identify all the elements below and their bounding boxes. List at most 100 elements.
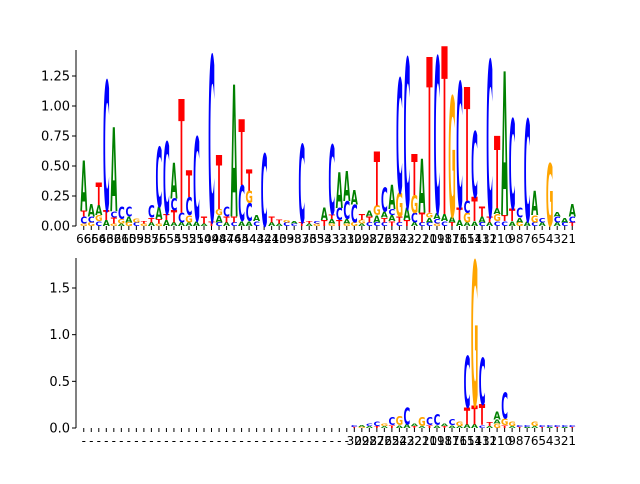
logo-letter-a: A	[321, 206, 329, 225]
logo-letter-t: T	[471, 400, 477, 431]
logo-letter-a: A	[125, 216, 132, 225]
logo-letter-t: T	[186, 166, 192, 207]
x-tick-label: 4	[546, 232, 554, 246]
logo-letter-t: T	[486, 421, 493, 427]
logo-letter-a: A	[178, 221, 185, 227]
x-tick-label: 12	[482, 232, 497, 246]
logo-letter-t: T	[501, 424, 508, 429]
logo-letter-t: T	[246, 166, 252, 200]
logo-letter-c: C	[539, 217, 546, 224]
x-tick-label: 54	[166, 232, 181, 246]
logo-letter-a: A	[223, 221, 230, 227]
logo-letter-a: A	[486, 221, 493, 227]
logo-letter-a: A	[403, 206, 411, 225]
logo-letter-c: C	[366, 221, 373, 227]
logo-letter-c: C	[531, 221, 538, 227]
logo-letter-c: C	[351, 201, 358, 229]
y-tick-label: 0.00	[41, 220, 70, 235]
x-tick-label: 33	[324, 232, 339, 246]
logo-letter-t: T	[81, 210, 87, 219]
x-tick-label: -	[224, 434, 228, 448]
logo-letter-t: T	[464, 57, 470, 239]
x-tick-label: 32	[332, 232, 347, 246]
logo-letter-a: A	[479, 216, 486, 225]
x-tick-label: -	[194, 434, 198, 448]
logo-letter-c: C	[133, 221, 140, 227]
logo-letter-c: C	[464, 342, 471, 425]
x-tick-label: 59	[129, 232, 144, 246]
logo-letter-g: G	[328, 223, 336, 227]
logo-letter-c: C	[479, 221, 486, 227]
logo-letter-a: A	[501, 32, 508, 262]
x-tick-label: 23	[399, 232, 414, 246]
logo-letter-a: A	[441, 213, 449, 224]
x-tick-label: 22	[407, 434, 422, 448]
logo-letter-c: C	[223, 204, 230, 220]
logo-letter-c: C	[516, 425, 523, 428]
logo-letter-g: G	[358, 219, 366, 225]
logo-letter-c: C	[351, 425, 358, 428]
logo-letter-t: T	[381, 217, 388, 224]
x-tick-label: 16	[452, 434, 467, 448]
logo-letter-t: T	[389, 424, 396, 429]
x-tick-label: 37	[294, 232, 309, 246]
logo-letter-a: A	[456, 219, 463, 228]
y-tick-label: 1.5	[49, 282, 70, 297]
logo-letter-a: A	[358, 425, 366, 428]
y-tick-label: 0.5	[49, 375, 70, 390]
logo-letter-a: A	[426, 217, 434, 224]
logo-letter-g: G	[448, 65, 456, 256]
logo-letter-t: T	[299, 221, 305, 227]
logo-letter-a: A	[561, 427, 569, 429]
logo-letter-g: G	[493, 213, 501, 224]
x-tick-label: 30	[347, 232, 362, 246]
x-tick-label: 3	[553, 232, 561, 246]
x-tick-label: 27	[369, 232, 384, 246]
logo-letter-a: A	[215, 214, 223, 225]
logo-letter-t: T	[141, 221, 148, 225]
logo-letter-c: C	[80, 215, 87, 226]
y-tick-label: 0.75	[41, 130, 70, 145]
x-tick-label: 52	[181, 232, 196, 246]
x-tick-label: 64	[91, 232, 106, 246]
x-tick-label: -	[164, 434, 168, 448]
logo-letter-c: C	[343, 198, 350, 226]
logo-letter-t: T	[569, 221, 575, 227]
logo-letter-t: T	[426, 424, 433, 429]
x-tick-label: 20	[422, 232, 437, 246]
logo-letter-t: T	[404, 219, 410, 228]
logo-letter-c: C	[163, 122, 170, 237]
logo-letter-c: C	[118, 205, 125, 224]
logo-letter-a: A	[554, 211, 562, 218]
logo-letter-c: C	[539, 425, 546, 428]
logo-letter-g: G	[88, 221, 96, 227]
logo-letter-g: G	[396, 414, 404, 429]
x-tick-label: 24	[392, 434, 407, 448]
logo-letter-a: A	[456, 426, 464, 429]
x-tick-label: 40	[272, 232, 287, 246]
logo-letter-t: T	[351, 427, 358, 429]
logo-letter-g: G	[381, 422, 389, 427]
logo-letter-a: A	[246, 220, 254, 227]
logo-letter-c: C	[561, 425, 568, 428]
x-tick-label: 21	[414, 232, 429, 246]
logo-letter-g: G	[433, 223, 441, 227]
logo-letter-t: T	[456, 206, 462, 225]
x-tick-label: 29	[354, 434, 369, 448]
logo-letter-a: A	[411, 221, 418, 227]
logo-letter-c: C	[456, 48, 463, 249]
logo-letter-t: T	[554, 427, 561, 429]
logo-letter-a: A	[155, 205, 163, 224]
logo-letter-g: G	[283, 220, 291, 224]
logo-letter-g: G	[133, 218, 141, 224]
logo-letter-c: C	[434, 411, 441, 429]
logo-letter-t: T	[479, 204, 485, 220]
logo-letter-t: T	[419, 210, 425, 226]
logo-letter-c: C	[516, 205, 523, 221]
logo-letter-c: C	[494, 220, 501, 227]
x-tick-label: 50	[196, 232, 211, 246]
x-tick-label: -	[254, 434, 258, 448]
logo-letter-a: A	[88, 203, 96, 222]
